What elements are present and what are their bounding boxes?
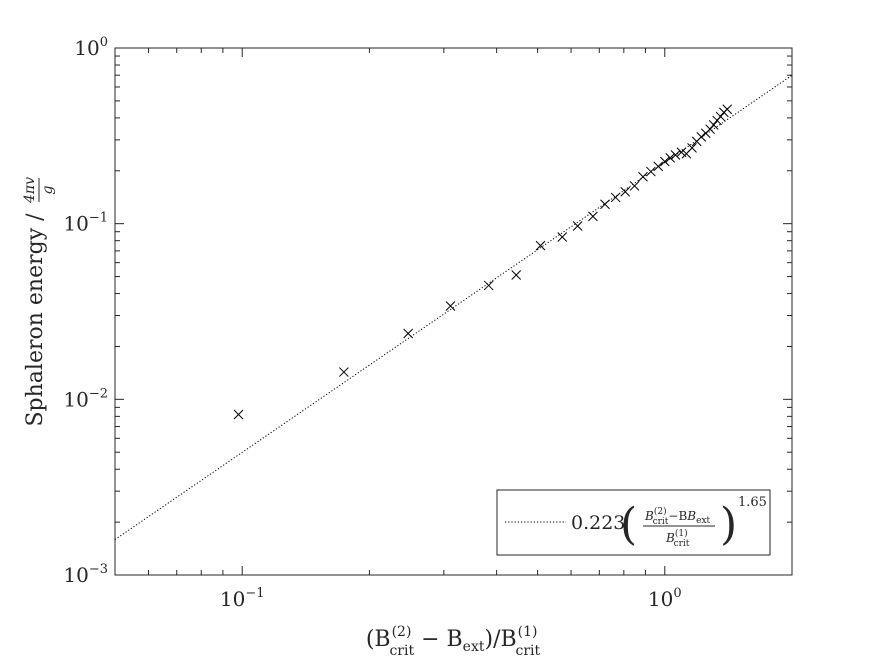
legend-numerator: B(2) crit−BBext — [644, 506, 711, 527]
y-axis-label: Sphaleron energy / 4πv g — [22, 177, 56, 427]
x-axis-label: (B(2) crit − Bext)/B(1) crit — [366, 624, 541, 656]
ticks-layer — [114, 47, 793, 576]
data-point — [665, 152, 676, 163]
y-tick-label: 10−1 — [63, 211, 108, 236]
y-axis-label-text: Sphaleron energy / — [23, 213, 48, 427]
data-point — [445, 301, 456, 311]
data-point — [233, 409, 244, 420]
data-point — [629, 181, 640, 191]
plot-area — [115, 48, 792, 575]
data-point — [705, 124, 715, 135]
data-point — [722, 104, 733, 115]
data-point — [646, 166, 656, 177]
data-point — [687, 143, 697, 153]
legend-paren-open: ( — [620, 499, 637, 550]
data-point — [670, 150, 681, 160]
y-tick-label: 100 — [74, 35, 108, 60]
data-point — [535, 240, 546, 251]
data-point — [708, 120, 719, 130]
data-point — [557, 232, 568, 242]
data-points-layer — [233, 104, 733, 420]
legend-paren-close: ) — [720, 499, 737, 550]
data-point — [511, 270, 522, 280]
y-axis-label-frac-num: 4πv — [22, 177, 38, 204]
data-point — [588, 211, 598, 222]
data-point — [620, 186, 631, 197]
fit-line — [115, 74, 792, 540]
legend-coefficient: 0.223 — [571, 512, 625, 534]
x-tick-label: 10−1 — [220, 586, 265, 611]
data-point — [610, 192, 621, 203]
fit-line-layer — [115, 74, 792, 540]
data-point — [403, 328, 414, 339]
plot-frame — [114, 47, 793, 576]
data-point — [653, 161, 664, 172]
legend-denominator: B(1) crit — [665, 528, 690, 549]
y-tick-label: 10−3 — [63, 562, 108, 587]
data-point — [483, 280, 494, 291]
y-tick-label: 10−2 — [63, 386, 108, 411]
data-point — [339, 367, 349, 377]
legend-exponent: 1.65 — [738, 495, 767, 510]
x-tick-label: 100 — [648, 586, 682, 611]
tick-labels: 10−1 100 10−3 10−2 10−1 100 — [63, 35, 681, 611]
data-point — [696, 132, 707, 142]
y-axis-label-frac-den: g — [40, 185, 56, 194]
data-point — [600, 199, 610, 210]
data-point — [572, 221, 583, 231]
data-point — [659, 156, 670, 167]
legend-box — [496, 489, 771, 556]
data-point — [638, 171, 648, 182]
legend: 0.223 ( B(2) crit−BBext B(1) crit ) 1.65 — [496, 489, 771, 556]
